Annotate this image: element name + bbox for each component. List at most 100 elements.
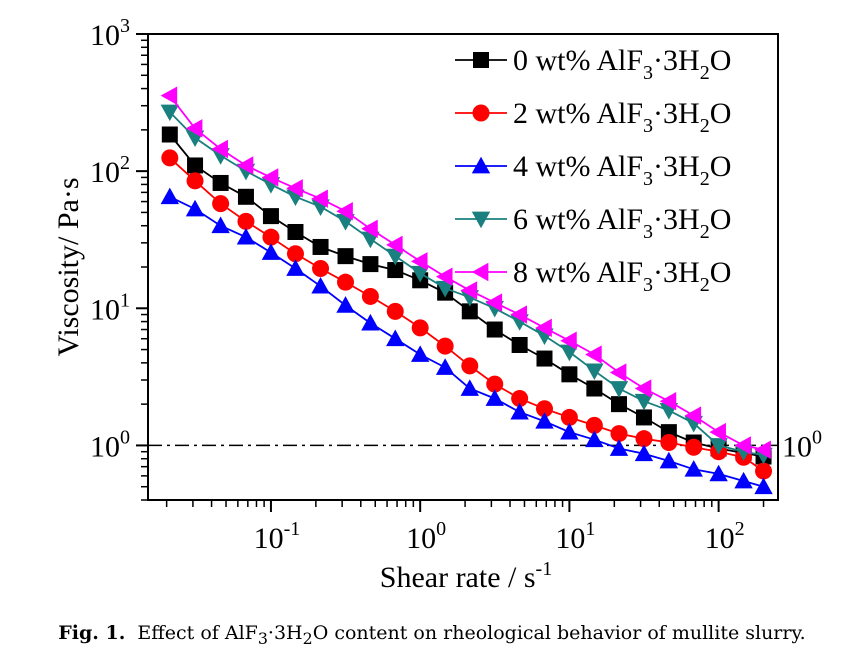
data-point bbox=[486, 321, 503, 338]
data-point bbox=[485, 293, 503, 312]
data-point bbox=[460, 379, 479, 396]
data-point bbox=[336, 296, 355, 313]
legend-marker bbox=[471, 211, 491, 229]
data-point bbox=[684, 406, 702, 425]
data-point bbox=[161, 149, 179, 167]
data-point bbox=[685, 438, 703, 456]
data-point bbox=[754, 440, 771, 459]
caption-text-mid: ·3H bbox=[267, 622, 303, 644]
data-point bbox=[311, 276, 330, 294]
series-2 bbox=[160, 187, 773, 495]
data-point bbox=[585, 363, 604, 381]
caption-label: Fig. 1. bbox=[58, 622, 126, 644]
data-point bbox=[585, 345, 602, 364]
data-point bbox=[211, 216, 230, 234]
data-point bbox=[337, 273, 355, 291]
x-tick-label: 102 bbox=[705, 518, 745, 555]
data-point bbox=[160, 104, 180, 122]
y-axis-label: Viscosity/ Pa·s bbox=[52, 177, 85, 356]
data-point bbox=[485, 389, 504, 406]
data-point bbox=[386, 248, 405, 266]
x-tick-label: 101 bbox=[555, 518, 595, 555]
data-point bbox=[212, 174, 229, 191]
data-point bbox=[684, 460, 703, 477]
data-point bbox=[634, 393, 654, 411]
data-point bbox=[609, 381, 629, 398]
data-point bbox=[436, 337, 454, 355]
y-tick-label: 102 bbox=[90, 152, 130, 189]
legend-marker bbox=[471, 262, 489, 282]
legend-entry-3: 6 wt% AlF3·3H2O bbox=[455, 203, 731, 243]
data-point bbox=[236, 156, 254, 175]
data-point bbox=[237, 212, 255, 230]
data-point bbox=[261, 168, 279, 187]
data-point bbox=[237, 188, 254, 205]
data-point bbox=[236, 227, 256, 245]
data-point bbox=[635, 409, 652, 426]
data-point bbox=[161, 126, 178, 143]
data-point bbox=[410, 265, 430, 283]
figure-caption: Fig. 1. Effect of AlF3·3H2O content on r… bbox=[0, 622, 864, 648]
caption-sub-a: 3 bbox=[257, 628, 268, 648]
data-point bbox=[361, 287, 379, 305]
data-point bbox=[560, 331, 577, 350]
data-point bbox=[386, 302, 404, 320]
y-tick-label: 103 bbox=[90, 15, 130, 52]
data-point bbox=[387, 262, 404, 279]
data-point bbox=[461, 303, 478, 320]
data-point bbox=[659, 451, 679, 469]
data-point bbox=[336, 202, 353, 221]
data-point bbox=[754, 477, 773, 495]
data-point bbox=[610, 425, 628, 443]
x-tick-label: 10-1 bbox=[254, 518, 301, 555]
data-point bbox=[609, 439, 629, 456]
data-point bbox=[211, 139, 228, 159]
data-point bbox=[187, 157, 204, 174]
data-point bbox=[287, 223, 304, 240]
data-point bbox=[709, 422, 726, 442]
data-point bbox=[362, 256, 379, 273]
data-point bbox=[185, 199, 205, 217]
data-point bbox=[510, 402, 529, 420]
data-point bbox=[286, 179, 303, 198]
data-point bbox=[361, 313, 380, 331]
data-point bbox=[460, 281, 478, 300]
legend-entry-2: 4 wt% AlF3·3H2O bbox=[455, 150, 731, 190]
data-point bbox=[659, 392, 677, 411]
data-point bbox=[435, 267, 453, 286]
data-point bbox=[286, 245, 304, 263]
data-point bbox=[160, 86, 178, 105]
data-point bbox=[337, 248, 354, 265]
y-tick-label: 100 bbox=[90, 426, 130, 463]
data-point bbox=[262, 228, 280, 246]
data-point bbox=[709, 438, 728, 455]
data-point bbox=[560, 422, 579, 440]
data-point bbox=[536, 350, 553, 367]
legend-marker bbox=[473, 52, 489, 68]
legend-label: 6 wt% AlF3·3H2O bbox=[513, 203, 731, 243]
data-point bbox=[734, 436, 751, 455]
data-point bbox=[510, 305, 527, 324]
legend-entry-0: 0 wt% AlF3·3H2O bbox=[455, 44, 731, 84]
data-point bbox=[361, 219, 378, 238]
reference-line-label: 100 bbox=[782, 426, 822, 463]
x-axis-label: Shear rate / s-1 bbox=[380, 558, 552, 594]
legend-label: 2 wt% AlF3·3H2O bbox=[513, 97, 731, 137]
data-point bbox=[486, 375, 504, 393]
legend: 0 wt% AlF3·3H2O 2 wt% AlF3·3H2O 4 wt% AlF3… bbox=[455, 44, 731, 296]
data-point bbox=[561, 366, 578, 383]
data-point bbox=[609, 363, 627, 382]
data-point bbox=[635, 430, 653, 448]
legend-marker bbox=[471, 156, 491, 174]
data-point bbox=[311, 189, 328, 208]
series-4 bbox=[160, 86, 771, 459]
data-point bbox=[411, 319, 429, 337]
data-point bbox=[312, 260, 330, 278]
data-point bbox=[734, 471, 753, 489]
data-point bbox=[160, 187, 180, 205]
data-point bbox=[535, 400, 553, 418]
data-point bbox=[660, 434, 678, 452]
data-point bbox=[560, 344, 579, 362]
caption-text-pre: Effect of AlF bbox=[137, 622, 258, 644]
